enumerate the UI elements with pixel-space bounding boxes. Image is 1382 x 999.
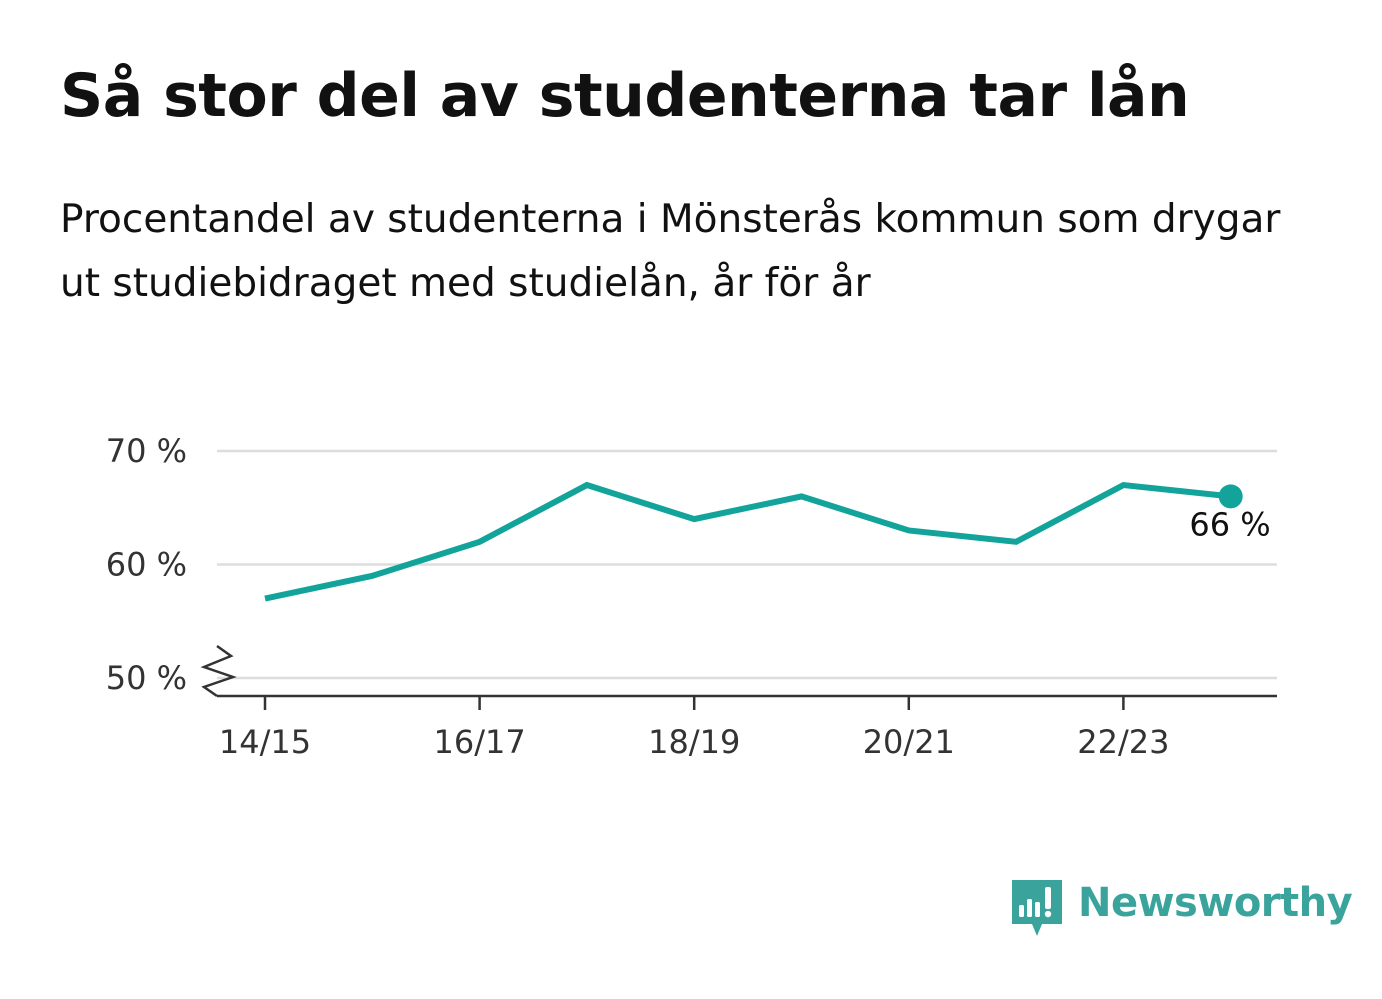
x-axis-labels: 14/15 16/17 18/19 20/21 22/23 [219, 723, 1170, 761]
series: 66 % [264, 481, 1271, 602]
newsworthy-logo: Newsworthy [1010, 878, 1353, 942]
y-tick-label: 50 % [106, 659, 187, 697]
chart-title: Så stor del av studenterna tar lån [60, 61, 1190, 131]
y-tick-label: 70 % [106, 432, 187, 470]
newsworthy-logo-icon [1012, 880, 1062, 936]
y-axis-labels: 50 % 60 % 70 % [106, 432, 187, 697]
x-axis [200, 644, 1277, 710]
x-tick-label: 22/23 [1077, 723, 1169, 761]
x-tick-label: 16/17 [433, 723, 525, 761]
gridlines [217, 449, 1277, 680]
x-tick-label: 14/15 [219, 723, 311, 761]
logo-text: Newsworthy [1078, 880, 1353, 926]
end-value-label: 66 % [1189, 505, 1270, 543]
end-point-marker [1218, 484, 1243, 509]
y-tick-label: 60 % [106, 546, 187, 584]
x-tick-label: 18/19 [648, 723, 740, 761]
x-tick-label: 20/21 [863, 723, 955, 761]
series-line [264, 481, 1232, 602]
axis-break-mark [200, 644, 237, 698]
chart-subtitle: Procentandel av studenterna i Mönsterås … [60, 197, 1281, 306]
